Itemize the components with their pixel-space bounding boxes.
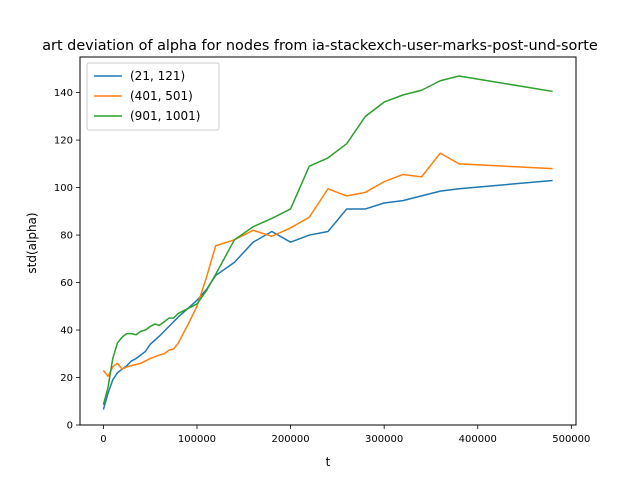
y-tick-label: 120 [54, 136, 73, 147]
x-tick-label: 200000 [271, 434, 309, 445]
y-tick-label: 80 [60, 231, 73, 242]
series-line-2 [102, 152, 553, 378]
y-tick-label: 20 [60, 373, 73, 384]
x-axis-ticks: 0 100000 200000 300000 400000 500000 [100, 425, 590, 445]
y-axis-ticks: 0 20 40 60 80 100 120 140 [54, 88, 80, 432]
legend-label-3: (901, 1001) [130, 109, 200, 123]
x-tick-label: 500000 [552, 434, 590, 445]
x-tick-label: 100000 [178, 434, 216, 445]
legend-entries: (21, 121) (401, 501) (901, 1001) [94, 69, 200, 123]
legend-box [86, 62, 220, 131]
series-layer [102, 75, 553, 410]
x-tick-label: 400000 [459, 434, 497, 445]
y-tick-label: 60 [60, 278, 73, 289]
y-tick-label: 0 [67, 421, 73, 432]
chart-title: art deviation of alpha for nodes from ia… [42, 38, 598, 54]
y-tick-label: 40 [60, 326, 73, 337]
legend-label-1: (21, 121) [130, 69, 185, 83]
y-axis-label: std(alpha) [25, 212, 39, 273]
y-tick-label: 140 [54, 88, 73, 99]
y-tick-label: 100 [54, 183, 73, 194]
series-line-3 [102, 75, 553, 406]
x-tick-label: 300000 [365, 434, 403, 445]
x-tick-label: 0 [100, 434, 106, 445]
x-axis-label: t [326, 455, 331, 469]
legend: (21, 121) (401, 501) (901, 1001) [86, 62, 220, 131]
plot-area [79, 56, 577, 426]
series-line-1 [102, 179, 553, 410]
legend-label-2: (401, 501) [130, 89, 193, 103]
axes-frame [79, 56, 577, 426]
